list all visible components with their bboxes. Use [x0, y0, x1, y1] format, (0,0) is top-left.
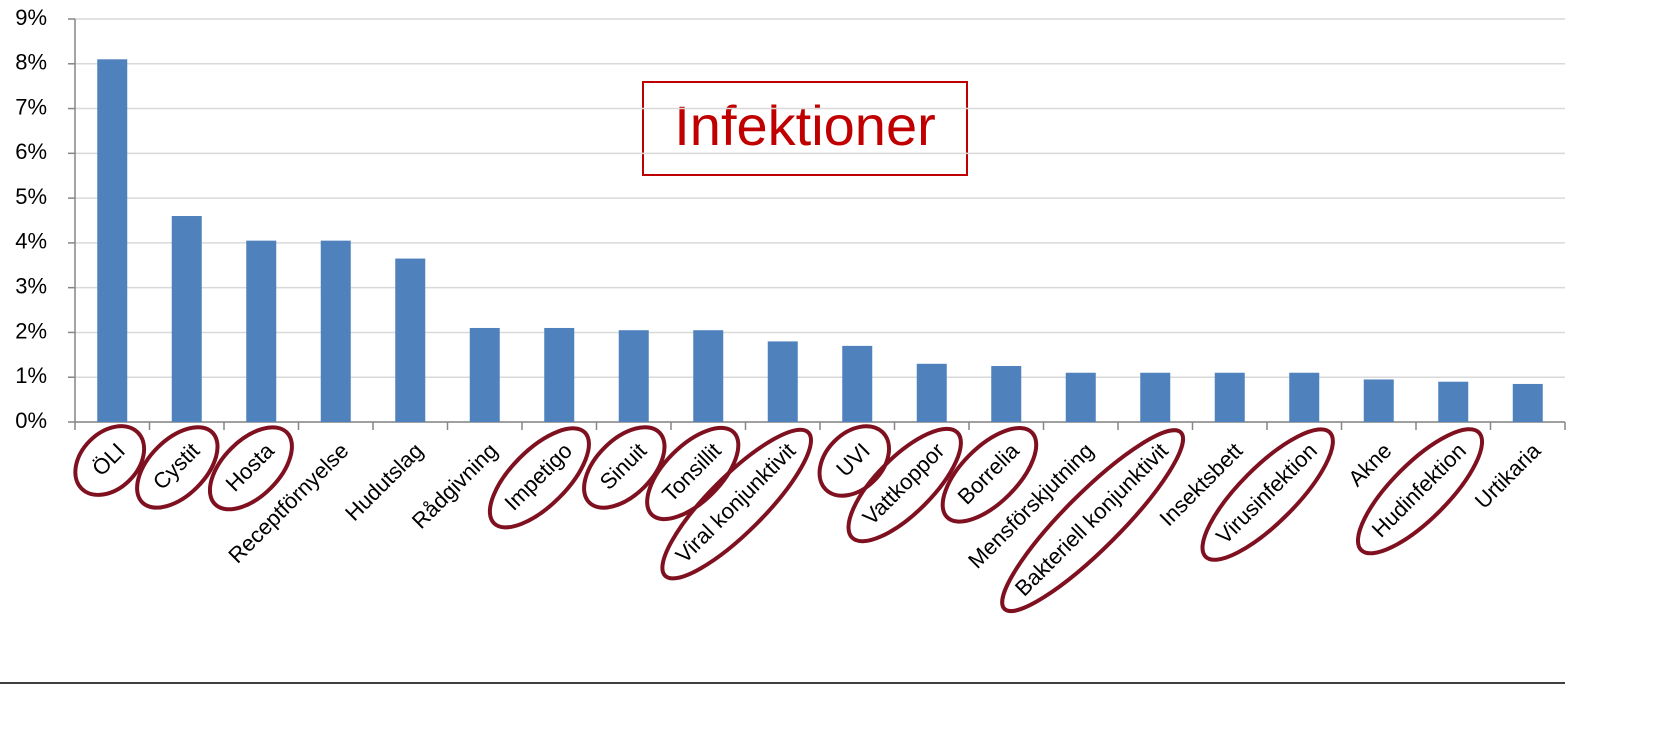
- y-tick-label: 3%: [15, 273, 47, 298]
- x-tick-label: Impetigo: [500, 438, 577, 515]
- bar: [618, 330, 649, 422]
- highlight-ellipse: [135, 425, 220, 510]
- highlight-ellipse: [73, 424, 147, 497]
- y-tick-label: 0%: [15, 408, 47, 433]
- bar: [991, 366, 1022, 422]
- bar: [1512, 383, 1543, 422]
- bar: [171, 216, 202, 422]
- bar: [842, 345, 873, 422]
- y-tick-label: 5%: [15, 184, 47, 209]
- highlight-ellipse: [1000, 428, 1186, 614]
- bar: [1363, 379, 1394, 422]
- y-tick-label: 9%: [15, 5, 47, 30]
- highlight-ellipse: [817, 424, 892, 498]
- bar: [395, 258, 426, 422]
- y-tick-label: 2%: [15, 318, 47, 343]
- x-tick-label: UVI: [831, 438, 875, 482]
- bar: [544, 327, 575, 422]
- x-tick-label: Tonsillit: [657, 438, 726, 507]
- y-tick-label: 8%: [15, 50, 47, 75]
- bar: [320, 240, 351, 422]
- highlight-ellipse: [1200, 427, 1335, 562]
- bar: [1065, 372, 1096, 422]
- x-tick-label: ÖLI: [87, 438, 130, 481]
- highlight-ellipse: [487, 426, 591, 530]
- y-tick-label: 7%: [15, 94, 47, 119]
- annotation-box: [642, 81, 968, 176]
- highlight-ellipse: [1355, 427, 1485, 556]
- bar: [1289, 372, 1320, 422]
- x-tick-label: Mensförskjutning: [963, 438, 1098, 573]
- bar: [1140, 372, 1171, 422]
- highlight-ellipse: [645, 425, 741, 522]
- x-tick-label: Borrelia: [953, 437, 1025, 509]
- bar: [246, 240, 277, 422]
- highlight-ellipse: [846, 426, 963, 544]
- bar: [916, 363, 947, 422]
- y-tick-label: 1%: [15, 363, 47, 388]
- highlight-ellipse: [660, 427, 813, 581]
- bar: [97, 59, 128, 423]
- highlight-ellipse: [582, 425, 667, 510]
- bar: [469, 327, 500, 422]
- y-tick-label: 4%: [15, 229, 47, 254]
- bar: [693, 330, 724, 422]
- highlight-ellipse: [940, 426, 1039, 524]
- bar: [1214, 372, 1245, 422]
- bar: [1438, 381, 1469, 422]
- highlight-ellipse: [207, 425, 294, 512]
- y-tick-label: 6%: [15, 139, 47, 164]
- bar: [767, 341, 798, 422]
- annotation: Infektioner: [674, 94, 936, 157]
